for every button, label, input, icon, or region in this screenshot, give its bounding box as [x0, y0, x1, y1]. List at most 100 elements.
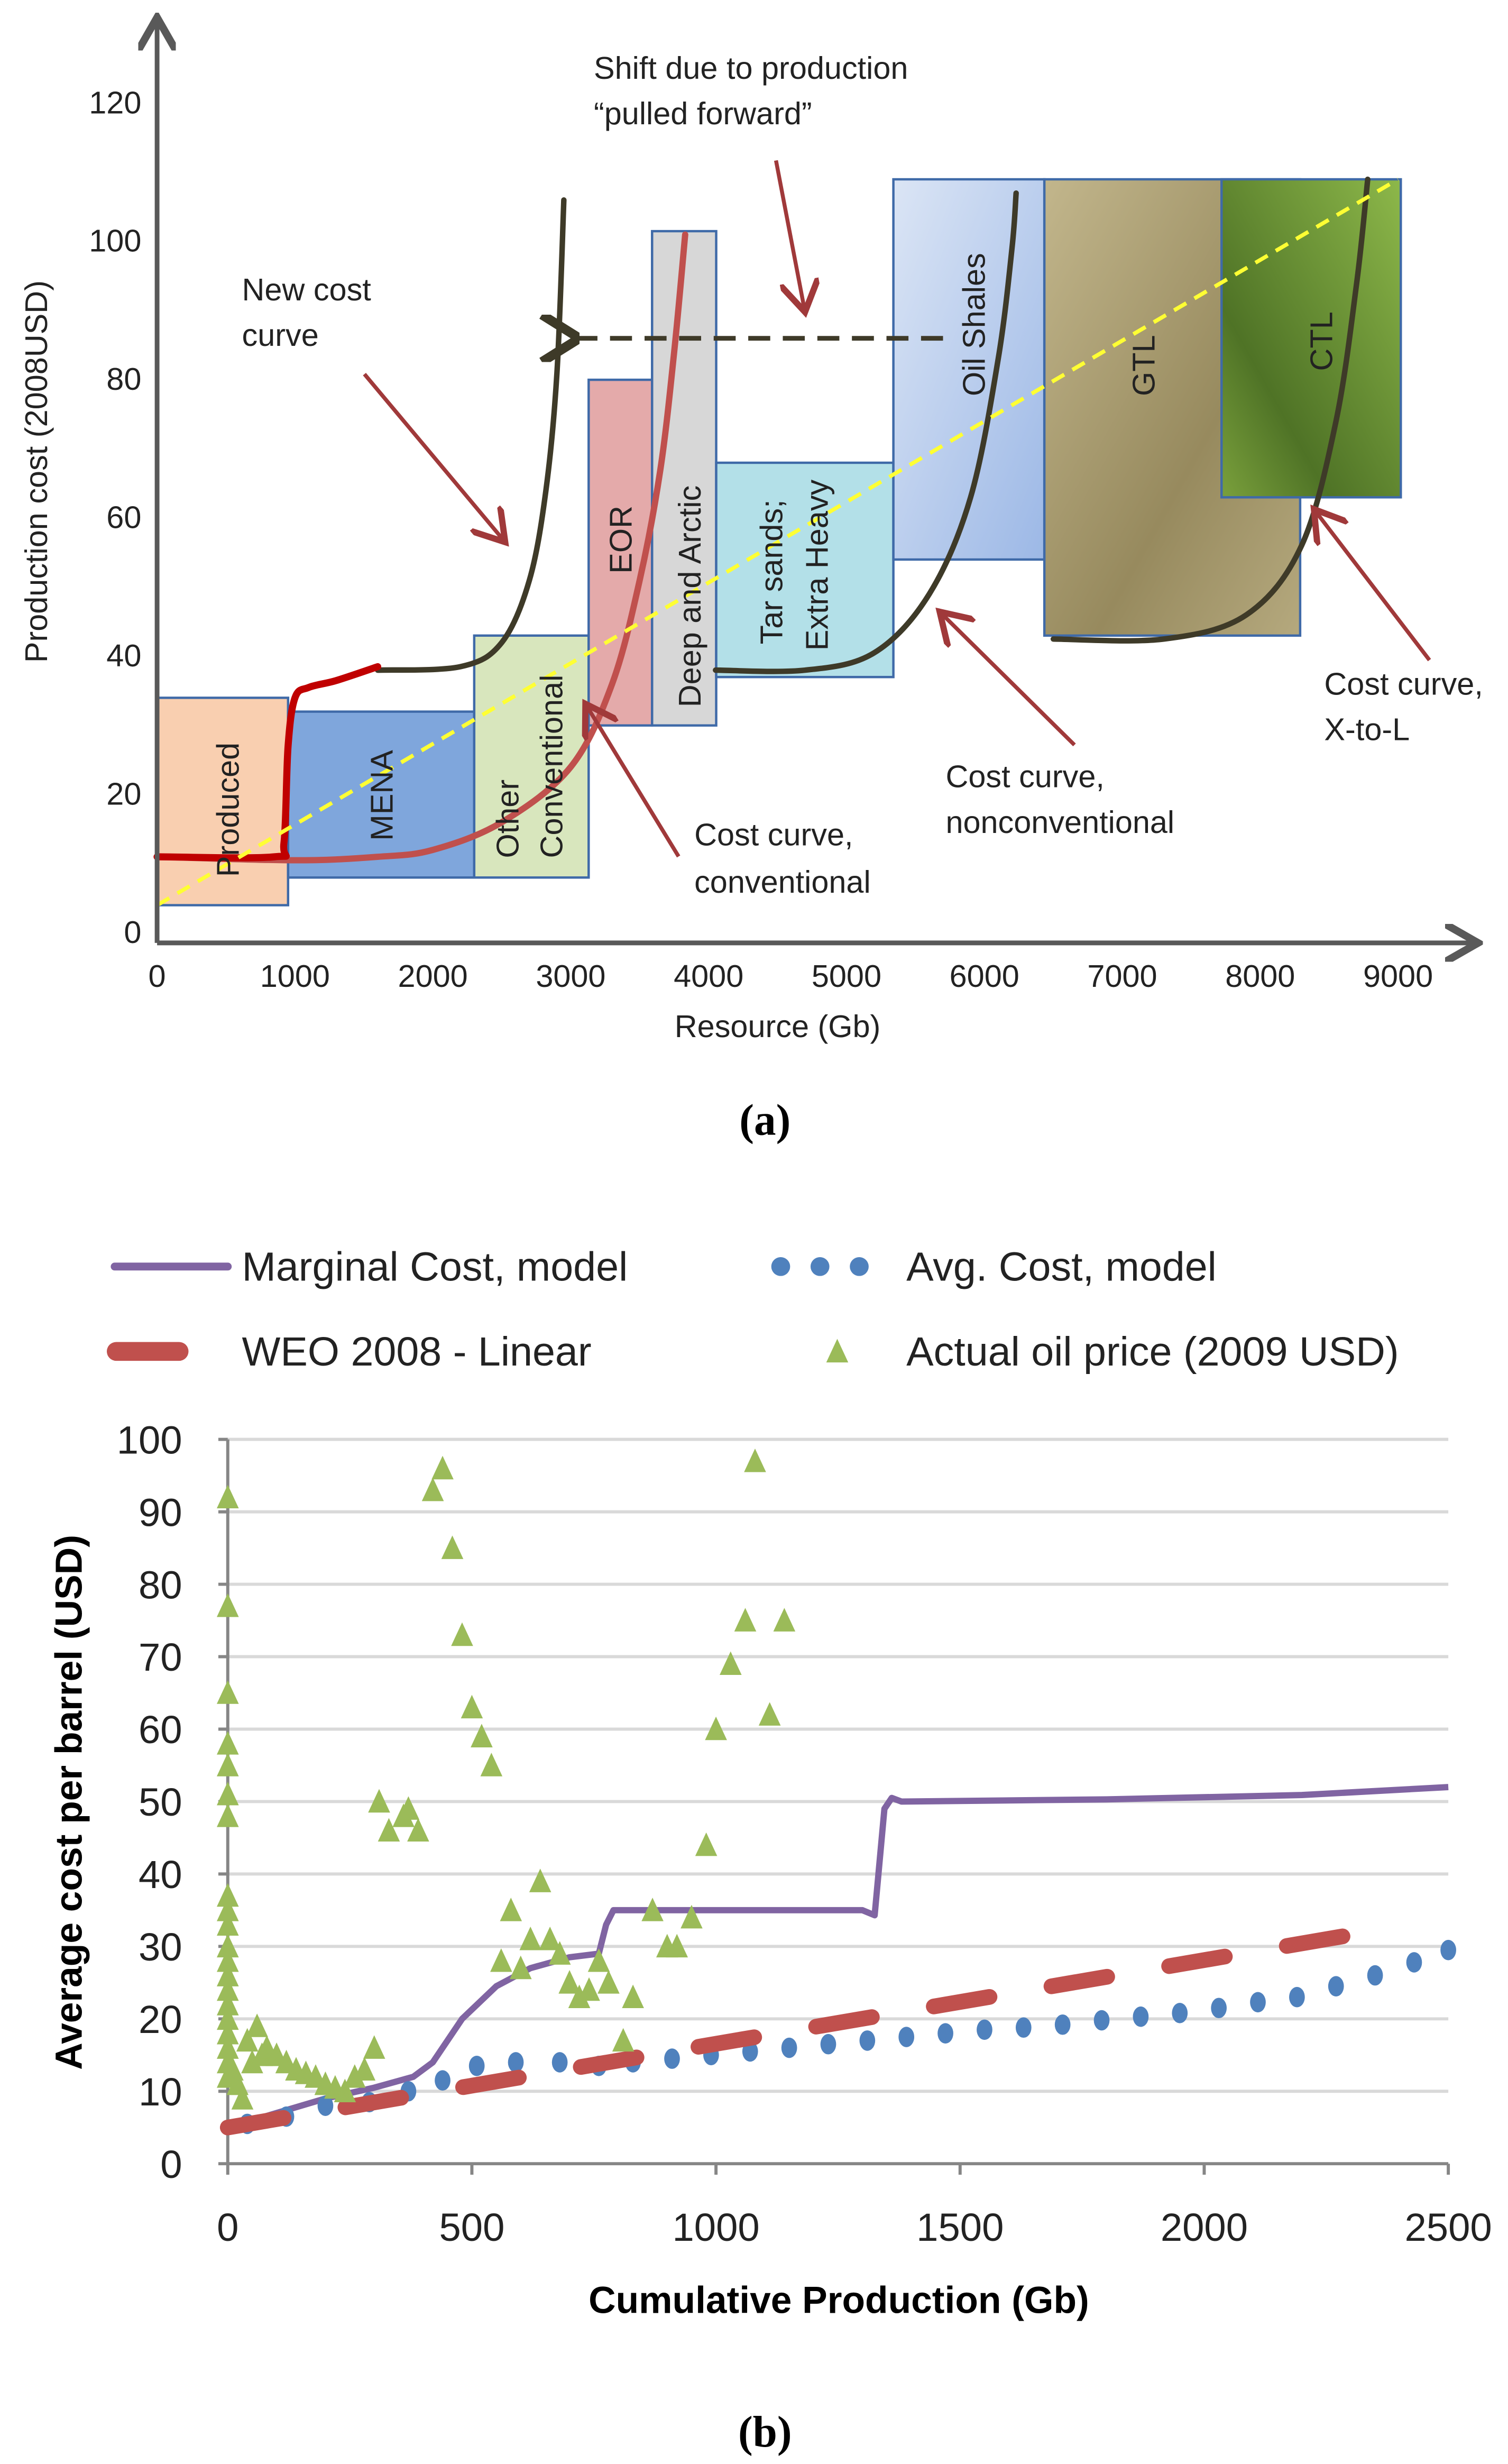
box-label-mena: MENA [364, 750, 400, 841]
x-tick-label-b: 1000 [672, 2205, 759, 2249]
oil-price-point [216, 1883, 239, 1907]
oil-price-point [241, 2049, 263, 2074]
oil-price-point [578, 1977, 600, 2001]
oil-price-point [471, 1724, 493, 1747]
oil-price-point [216, 1898, 239, 1921]
x-tick-label-b: 0 [217, 2205, 238, 2249]
oil-price-point [705, 1716, 727, 1741]
x-tick-label-b: 1500 [916, 2205, 1004, 2249]
avg-cost-point [859, 2030, 876, 2051]
annotation-nonconventional-line1: Cost curve, [945, 759, 1104, 794]
box-label-oil-shales: Oil Shales [957, 253, 992, 396]
resource-box-ctl [1220, 178, 1402, 499]
oil-price-point [378, 1818, 400, 1842]
avg-cost-point [1211, 1998, 1227, 2019]
oil-price-point [695, 1832, 718, 1856]
oil-price-point [529, 1868, 551, 1892]
legend-swatch-avg-cost [771, 1257, 790, 1276]
annotation-arrow-xtol [1317, 512, 1431, 662]
y-tick-label: 100 [89, 223, 141, 259]
legend-label-marginal-cost: Marginal Cost, model [242, 1244, 628, 1290]
oil-price-point [216, 1753, 239, 1776]
x-tick-label: 4000 [674, 958, 743, 994]
y-tick-label-b: 70 [139, 1635, 182, 1679]
oil-price-point [216, 1992, 239, 2016]
oil-price-point [587, 1948, 610, 1972]
oil-price-point [216, 1731, 239, 1755]
oil-price-point [509, 1955, 532, 1980]
resource-boxes [155, 178, 1402, 906]
annotation-arrow-new-cost [363, 373, 502, 539]
annotation-nonconventional-line2: nonconventional [945, 804, 1174, 840]
x-tick-label-b: 500 [439, 2205, 504, 2249]
oil-price-point [363, 2035, 385, 2059]
panel-a-chart: 0 1000 2000 3000 4000 5000 6000 7000 8000 9000 0 20… [19, 22, 1483, 1144]
oil-price-point [666, 1934, 688, 1958]
legend-swatch-oil-price [826, 1339, 849, 1363]
oil-price-point [612, 2028, 635, 2052]
oil-price-point [216, 1781, 239, 1806]
x-tick-label: 1000 [260, 958, 330, 994]
oil-price-point [734, 1608, 757, 1632]
annotation-shift-line2: “pulled forward” [594, 96, 812, 131]
oil-price-point [216, 2020, 239, 2045]
avg-cost-point [468, 2056, 485, 2076]
avg-cost-point [664, 2048, 680, 2069]
legend-label-oil-price: Actual oil price (2009 USD) [906, 1329, 1399, 1375]
box-label-produced: Produced [210, 743, 246, 877]
x-tick-label: 9000 [1363, 958, 1433, 994]
annotation-conventional-line2: conventional [694, 864, 871, 900]
annotation-conventional-line1: Cost curve, [694, 817, 853, 853]
y-tick-label: 80 [106, 361, 141, 397]
panel-b-caption: (b) [738, 2407, 792, 2456]
avg-cost-point [977, 2019, 992, 2040]
gridlines [226, 1437, 1449, 2166]
y-tick-label-b: 90 [139, 1490, 182, 1534]
oil-price-point [216, 1485, 239, 1509]
legend-label-weo: WEO 2008 - Linear [242, 1329, 592, 1375]
avg-cost-point [1172, 2003, 1188, 2023]
panel-a-caption: (a) [739, 1095, 790, 1144]
oil-price-point [216, 2035, 239, 2059]
y-axis-title-b: Average cost per barrel (USD) [48, 1535, 90, 2070]
x-tick-label: 8000 [1225, 958, 1295, 994]
y-tick-label: 60 [106, 500, 141, 535]
oil-price-point [231, 2086, 254, 2110]
annotation-xtol-line1: Cost curve, [1324, 666, 1483, 701]
oil-price-point [558, 1970, 581, 1994]
avg-cost-point [1250, 1992, 1266, 2013]
box-label-deep-arctic: Deep and Arctic [672, 486, 707, 707]
oil-price-point [461, 1694, 483, 1719]
avg-cost-point [1406, 1952, 1422, 1973]
oil-price-point [539, 1926, 561, 1950]
x-tick-label: 7000 [1087, 958, 1157, 994]
y-tick-label-b: 80 [139, 1563, 182, 1607]
oil-price-point [421, 1477, 444, 1501]
legend-swatch-avg-cost-dot [850, 1257, 869, 1276]
x-tick-label-b: 2500 [1404, 2205, 1492, 2249]
oil-price-point [216, 1593, 239, 1617]
curve-produced-actual [153, 663, 382, 862]
oil-price-point [597, 1970, 620, 1994]
oil-price-point [368, 1789, 390, 1813]
avg-cost-point [435, 2070, 450, 2091]
oil-price-point [216, 1977, 239, 2001]
avg-cost-point [1367, 1965, 1383, 1986]
oil-price-point [216, 1803, 239, 1827]
x-tick-label-b: 2000 [1161, 2205, 1248, 2249]
annotation-new-cost-line1: New cost [242, 272, 372, 307]
avg-cost-point [1289, 1986, 1305, 2008]
curve-cost-curve-conventional [154, 231, 688, 864]
avg-cost-point [937, 2023, 953, 2044]
x-tick-label: 0 [149, 958, 166, 994]
avg-cost-point [1133, 2006, 1149, 2027]
curve-new-cost-curve [375, 197, 567, 673]
oil-price-point [720, 1651, 742, 1675]
oil-price-point [216, 1948, 239, 1972]
resource-box-produced [155, 697, 290, 906]
y-tick-label: 0 [124, 914, 141, 950]
resource-box-deep-and-arctic [651, 230, 718, 727]
annotation-shift-line1: Shift due to production [594, 50, 908, 86]
avg-cost-point [1015, 2017, 1032, 2038]
